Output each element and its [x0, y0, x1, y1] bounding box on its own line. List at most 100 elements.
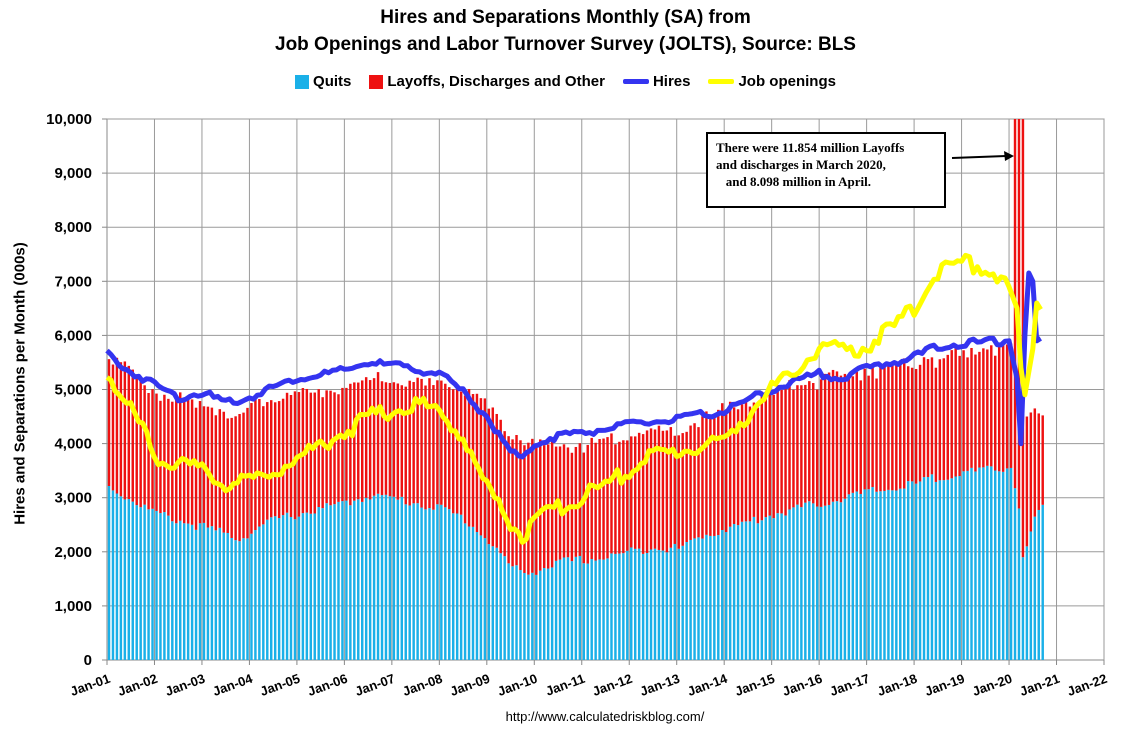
- quits-bar: [966, 470, 969, 660]
- layoffs-bar: [234, 416, 237, 541]
- quits-bar: [503, 556, 506, 660]
- layoffs-bar: [562, 444, 566, 558]
- layoffs-bar: [495, 413, 498, 548]
- legend-swatch-openings: [708, 79, 735, 84]
- legend-label-openings: Job openings: [738, 73, 836, 90]
- layoffs-bar: [353, 382, 356, 501]
- x-tick-label: Jan-03: [163, 671, 207, 699]
- quits-bar: [123, 499, 127, 660]
- quits-bar: [693, 538, 696, 660]
- legend-item-quits: Quits: [295, 73, 351, 90]
- layoffs-bar: [420, 378, 423, 508]
- layoffs-bar: [982, 348, 985, 468]
- layoffs-bar: [673, 435, 676, 544]
- layoffs-bar: [796, 385, 799, 505]
- layoffs-bar: [602, 438, 605, 560]
- layoffs-bar: [111, 364, 115, 491]
- job-openings-line: [105, 252, 1043, 545]
- layoffs-bar: [171, 401, 174, 522]
- quits-bar: [843, 498, 847, 660]
- layoffs-bar: [266, 402, 269, 520]
- quits-bar: [772, 518, 775, 660]
- quits-bar: [891, 490, 894, 660]
- layoffs-bar: [693, 423, 696, 539]
- annotation-line-3: and 8.098 million in April.: [716, 174, 871, 189]
- x-tick-label: Jan-17: [828, 671, 872, 699]
- quits-bar: [997, 471, 1001, 660]
- layoffs-bar: [123, 361, 127, 500]
- quits-bar: [724, 532, 728, 660]
- quits-bar: [254, 530, 257, 660]
- x-tick-label: Jan-07: [353, 671, 397, 699]
- quits-bar: [155, 510, 158, 660]
- quits-bar: [127, 499, 131, 660]
- quits-bar: [372, 495, 376, 660]
- layoffs-bar: [974, 354, 977, 472]
- layoffs-bar: [986, 349, 989, 466]
- layoffs-bar: [270, 400, 273, 518]
- layoffs-bar: [875, 378, 878, 492]
- quits-bar: [483, 538, 487, 660]
- quits-bar: [946, 479, 949, 660]
- layoffs-bar: [550, 439, 554, 568]
- layoffs-bar: [388, 382, 392, 497]
- quits-bar: [768, 515, 771, 660]
- quits-bar: [982, 467, 985, 660]
- quits-bar: [851, 492, 855, 660]
- layoffs-bar: [748, 406, 752, 522]
- layoffs-bar: [254, 399, 257, 531]
- layoffs-bar: [713, 414, 716, 536]
- layoffs-bar: [408, 380, 411, 506]
- layoffs-bar: [622, 440, 625, 554]
- y-tick-label: 7,000: [54, 273, 92, 290]
- layoffs-bar: [614, 444, 617, 554]
- quits-bar: [317, 507, 320, 660]
- quits-bar: [190, 524, 194, 660]
- quits-bar: [1033, 516, 1037, 660]
- quits-bar: [800, 507, 803, 660]
- layoffs-bar: [883, 365, 886, 491]
- quits-bar: [329, 505, 332, 660]
- quits-bar: [709, 535, 712, 660]
- quits-bar: [855, 491, 858, 660]
- layoffs-bar: [994, 355, 997, 471]
- y-tick-label: 5,000: [54, 382, 92, 399]
- quits-bar: [721, 530, 724, 660]
- quits-bar: [895, 490, 898, 660]
- quits-bar: [594, 560, 597, 660]
- quits-bar: [922, 477, 926, 660]
- quits-bar: [645, 552, 649, 660]
- quits-bar: [1017, 508, 1021, 660]
- quits-bar: [250, 533, 253, 660]
- layoffs-bar: [859, 380, 862, 494]
- layoffs-bar: [701, 416, 704, 539]
- layoffs-bar: [590, 437, 593, 560]
- quits-bar: [163, 512, 166, 660]
- layoffs-bar: [523, 445, 526, 573]
- layoffs-bar: [147, 392, 150, 510]
- x-tick-label: Jan-15: [733, 671, 777, 699]
- quits-bar: [202, 522, 206, 660]
- quits-bar: [1001, 471, 1005, 660]
- quits-bar: [958, 476, 961, 660]
- x-tick-label: Jan-22: [1065, 671, 1109, 699]
- quits-bar: [230, 537, 233, 660]
- layoffs-bar: [855, 371, 858, 492]
- layoffs-bar: [1037, 413, 1040, 510]
- layoffs-bar: [293, 391, 297, 520]
- quits-bar: [487, 544, 491, 660]
- layoffs-bar: [368, 380, 372, 500]
- layoffs-bar: [657, 425, 661, 550]
- layoffs-bar: [879, 367, 882, 492]
- layoffs-bar: [455, 385, 459, 514]
- annotation-line-2: and discharges in March 2020,: [716, 157, 886, 172]
- quits-bar: [495, 547, 498, 660]
- quits-bar: [357, 499, 360, 660]
- layoffs-bar: [301, 388, 305, 514]
- quits-bar: [728, 526, 732, 660]
- layoffs-bar: [780, 389, 783, 514]
- layoffs-bar: [808, 381, 811, 502]
- quits-bar: [210, 526, 214, 660]
- quits-bar: [554, 560, 558, 660]
- hires-line: [105, 270, 1042, 460]
